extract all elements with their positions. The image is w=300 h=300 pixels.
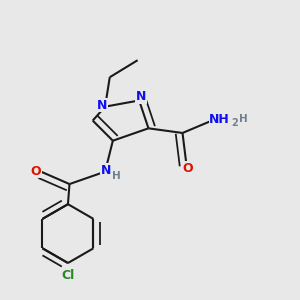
- Text: Cl: Cl: [61, 269, 75, 282]
- Text: N: N: [136, 90, 146, 103]
- Text: O: O: [30, 165, 41, 178]
- Text: O: O: [183, 162, 194, 175]
- Text: H: H: [238, 114, 247, 124]
- Text: N: N: [100, 164, 111, 177]
- Text: NH: NH: [209, 112, 230, 125]
- Text: 2: 2: [231, 118, 238, 128]
- Text: H: H: [112, 171, 121, 181]
- Text: N: N: [97, 99, 107, 112]
